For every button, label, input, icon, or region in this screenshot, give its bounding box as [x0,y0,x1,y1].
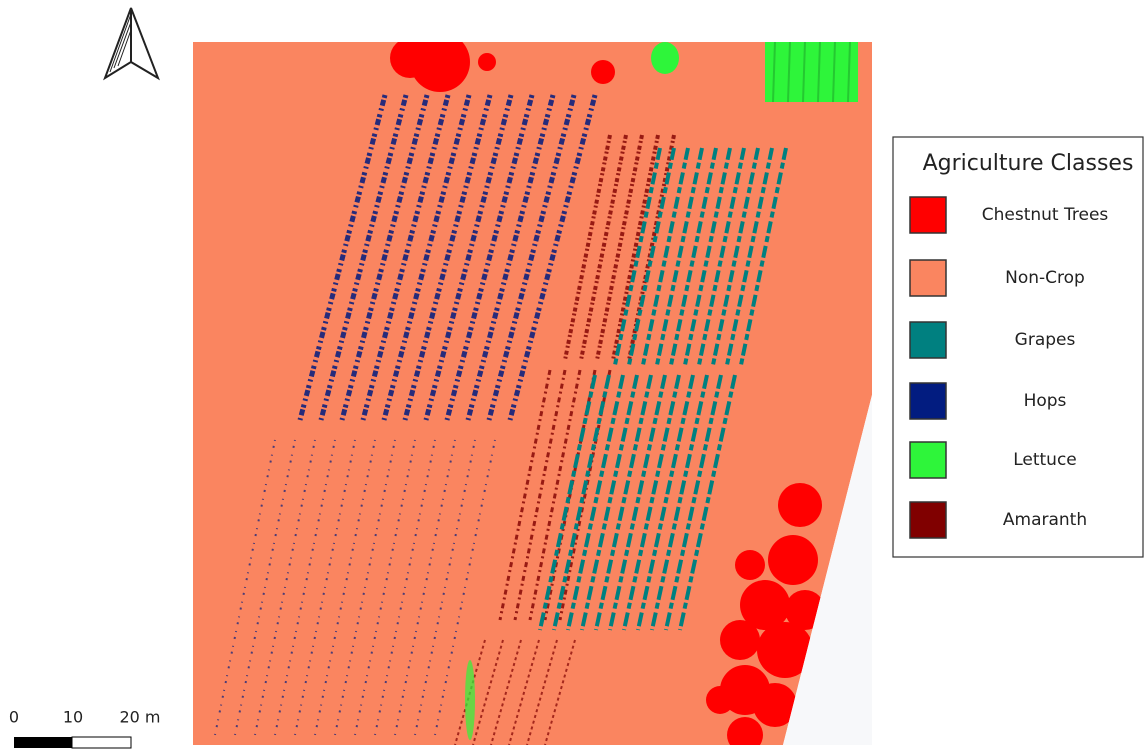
lettuce-patch [651,42,679,74]
legend-label: Hops [1024,391,1067,411]
chestnut-tree [768,535,818,585]
chestnut-tree [591,60,615,84]
legend-title: Agriculture Classes [923,151,1134,176]
scale-segment [72,737,131,748]
legend-label: Grapes [1015,330,1076,350]
classified-map [193,32,872,750]
legend-swatch [910,322,946,358]
legend: Agriculture Classes Chestnut Trees Non-Cr… [893,137,1143,557]
legend-swatch [910,383,946,419]
north-arrow [105,8,158,78]
scale-label: 10 [63,708,83,727]
legend-swatch [910,197,946,233]
map-figure: 0 10 20 m Agriculture Classes Chestnut Tre… [0,0,1144,750]
lettuce-patch [765,42,858,102]
chestnut-tree [778,483,822,527]
legend-label: Chestnut Trees [982,205,1109,225]
chestnut-tree [706,686,734,714]
chestnut-tree [720,620,760,660]
scale-bar: 0 10 20 m [9,708,161,749]
legend-swatch [910,442,946,478]
scale-segment [14,737,72,748]
legend-label: Non-Crop [1005,268,1085,288]
chestnut-tree [390,38,430,78]
lettuce-patch [465,660,475,740]
legend-label: Lettuce [1013,450,1077,470]
legend-swatch [910,502,946,538]
legend-swatch [910,260,946,296]
chestnut-tree [478,53,496,71]
scale-label: 20 m [119,708,160,727]
scale-label: 0 [9,708,19,727]
legend-label: Amaranth [1003,510,1087,530]
chestnut-tree [735,550,765,580]
